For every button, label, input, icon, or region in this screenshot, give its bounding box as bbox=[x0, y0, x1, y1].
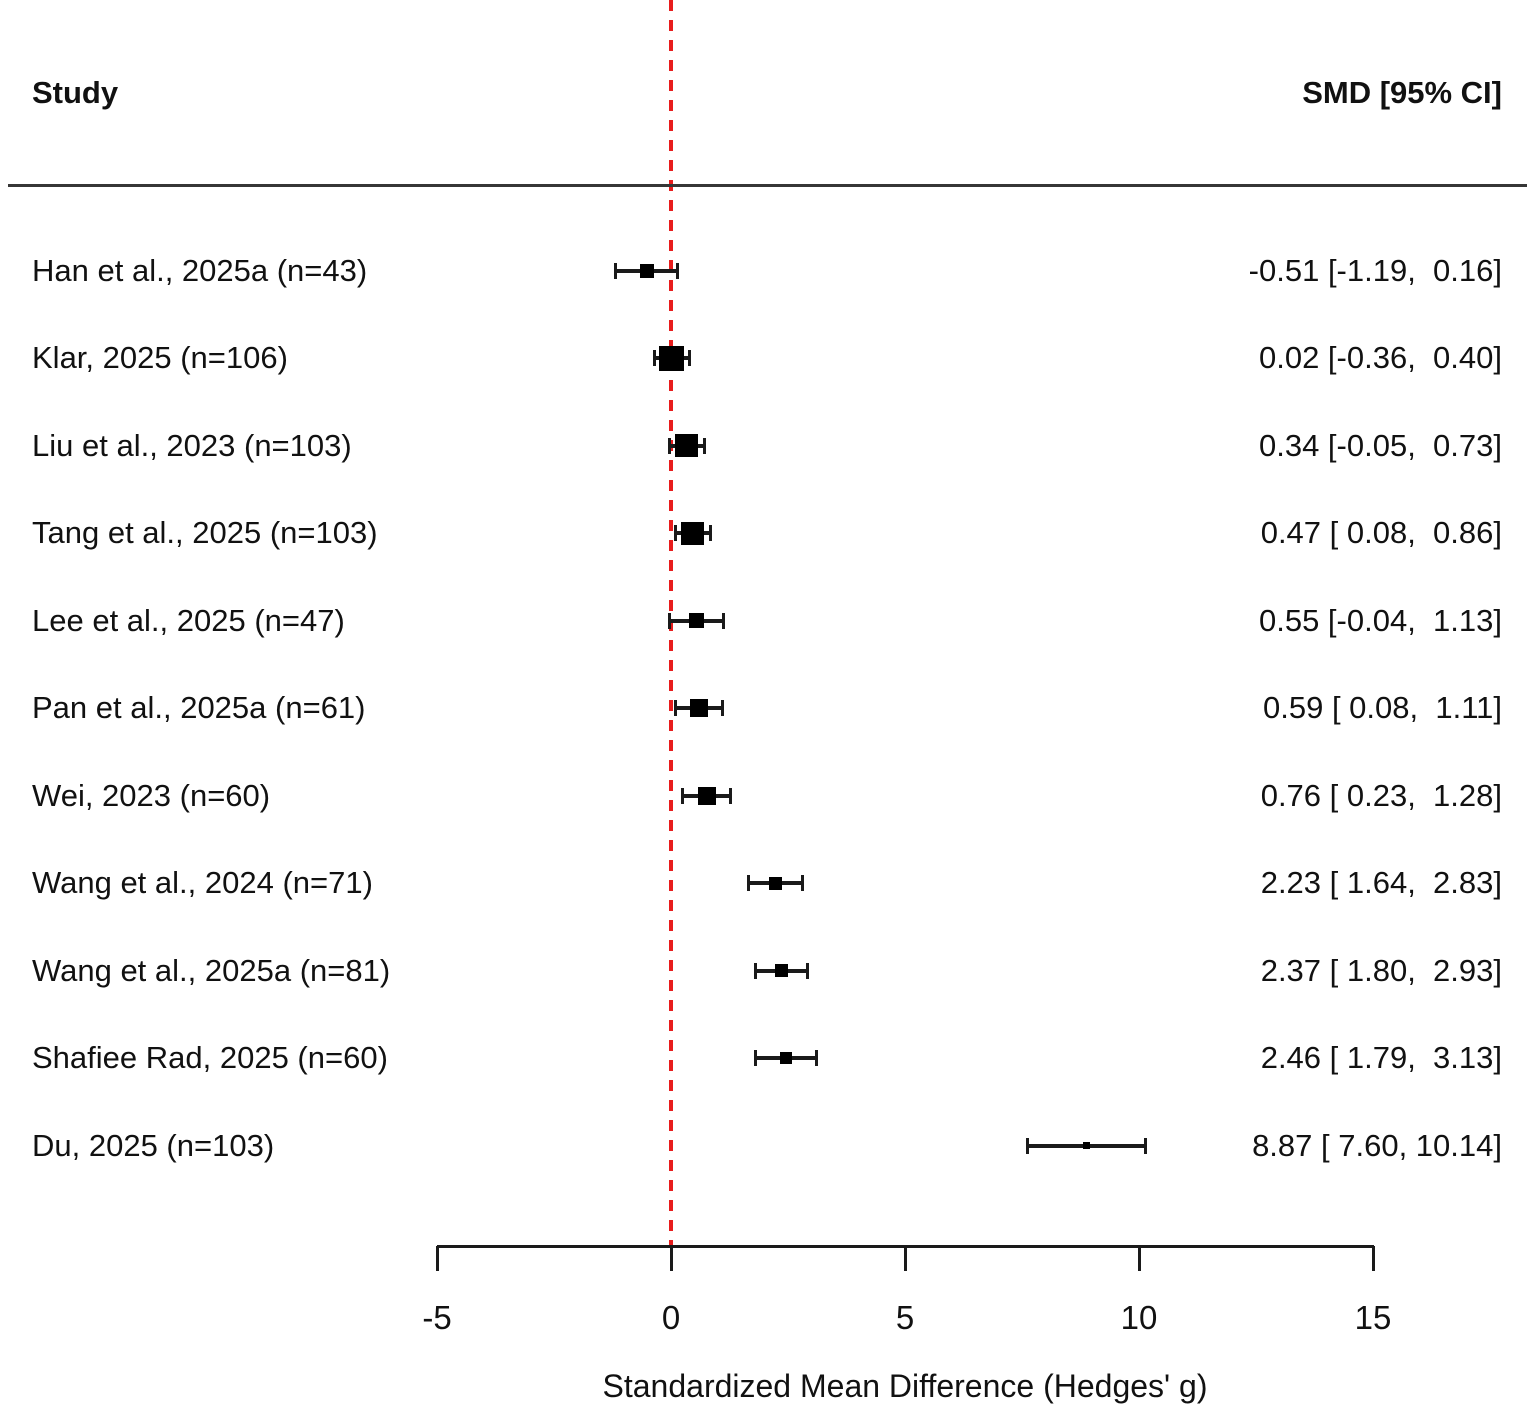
study-label: Wei, 2023 (n=60) bbox=[32, 777, 271, 813]
ci-cap-right bbox=[687, 350, 691, 366]
ci-cap-left bbox=[667, 437, 671, 454]
study-label: Wang et al., 2024 (n=71) bbox=[32, 865, 373, 900]
ci-cap-right bbox=[801, 875, 805, 891]
point-estimate-square bbox=[640, 263, 655, 278]
point-estimate-square bbox=[689, 613, 705, 628]
ci-cap-right bbox=[1143, 1137, 1147, 1154]
point-estimate-square bbox=[775, 964, 789, 977]
point-estimate-square bbox=[768, 876, 782, 890]
study-label: Pan et al., 2025a (n=61) bbox=[32, 690, 366, 725]
point-estimate-square bbox=[659, 345, 685, 371]
x-axis-tick bbox=[1138, 1246, 1141, 1271]
ci-cap-right bbox=[728, 787, 732, 804]
smd-annotation: 0.59 [ 0.08, 1.11] bbox=[1263, 690, 1502, 725]
ci-cap-right bbox=[721, 612, 725, 629]
smd-annotation: 0.47 [ 0.08, 0.86] bbox=[1260, 515, 1502, 550]
x-axis-tick bbox=[904, 1246, 907, 1271]
x-axis-tick-label: 10 bbox=[1120, 1299, 1158, 1336]
ci-cap-left bbox=[753, 1050, 757, 1066]
study-label: Du, 2025 (n=103) bbox=[32, 1127, 275, 1163]
ci-cap-right bbox=[676, 262, 680, 279]
x-axis-tick bbox=[670, 1246, 673, 1271]
x-axis-tick bbox=[1372, 1246, 1375, 1271]
x-axis-tick-label: -5 bbox=[422, 1299, 452, 1336]
study-label: Liu et al., 2023 (n=103) bbox=[32, 427, 352, 463]
ci-cap-right bbox=[806, 962, 810, 979]
smd-annotation: 2.23 [ 1.64, 2.83] bbox=[1260, 865, 1502, 900]
smd-annotation: 0.02 [-0.36, 0.40] bbox=[1258, 340, 1502, 375]
study-label: Wang et al., 2025a (n=81) bbox=[32, 952, 391, 988]
study-label: Klar, 2025 (n=106) bbox=[32, 340, 288, 375]
point-estimate-square bbox=[697, 786, 716, 805]
smd-annotation: 0.55 [-0.04, 1.13] bbox=[1258, 602, 1502, 638]
ci-cap-left bbox=[680, 787, 684, 804]
x-axis-tick-label: 5 bbox=[895, 1299, 915, 1336]
header-separator-line bbox=[8, 184, 1527, 187]
smd-column-header: SMD [95% CI] bbox=[1302, 75, 1502, 110]
ci-cap-left bbox=[746, 875, 750, 891]
study-label: Shafiee Rad, 2025 (n=60) bbox=[32, 1040, 388, 1075]
study-label: Han et al., 2025a (n=43) bbox=[32, 252, 368, 288]
smd-annotation: 8.87 [ 7.60, 10.14] bbox=[1252, 1127, 1502, 1163]
point-estimate-square bbox=[1082, 1142, 1090, 1149]
point-estimate-square bbox=[675, 434, 699, 457]
x-axis-tick-label: 15 bbox=[1354, 1299, 1392, 1336]
smd-annotation: -0.51 [-1.19, 0.16] bbox=[1248, 252, 1502, 288]
ci-cap-left bbox=[673, 700, 677, 716]
ci-cap-right bbox=[815, 1050, 819, 1066]
point-estimate-square bbox=[780, 1052, 793, 1064]
ci-cap-left bbox=[754, 962, 758, 979]
ci-cap-left bbox=[1025, 1137, 1029, 1154]
x-axis-tick-label: 0 bbox=[661, 1299, 681, 1336]
ci-cap-left bbox=[668, 612, 672, 629]
study-label: Lee et al., 2025 (n=47) bbox=[32, 602, 345, 638]
ci-cap-right bbox=[703, 437, 707, 454]
point-estimate-square bbox=[681, 521, 705, 545]
study-label: Tang et al., 2025 (n=103) bbox=[32, 515, 378, 550]
ci-cap-left bbox=[673, 525, 677, 541]
ci-cap-left bbox=[614, 262, 618, 279]
x-axis-title: Standardized Mean Difference (Hedges' g) bbox=[602, 1368, 1208, 1404]
smd-annotation: 2.46 [ 1.79, 3.13] bbox=[1260, 1040, 1502, 1075]
ci-cap-right bbox=[709, 525, 713, 541]
study-column-header: Study bbox=[32, 75, 119, 110]
smd-annotation: 0.34 [-0.05, 0.73] bbox=[1258, 427, 1502, 463]
ci-cap-left bbox=[653, 350, 657, 366]
point-estimate-square bbox=[689, 699, 708, 717]
x-axis-tick bbox=[436, 1246, 439, 1271]
smd-annotation: 0.76 [ 0.23, 1.28] bbox=[1260, 777, 1502, 813]
ci-cap-right bbox=[720, 700, 724, 716]
smd-annotation: 2.37 [ 1.80, 2.93] bbox=[1260, 952, 1502, 988]
